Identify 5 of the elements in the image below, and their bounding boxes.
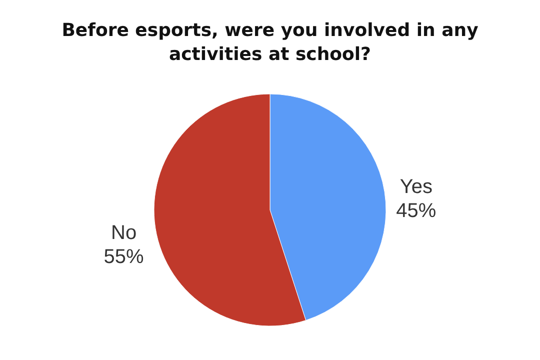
slice-label: Yes	[400, 176, 432, 198]
data-label: 55%	[104, 246, 144, 268]
slice-label: No	[111, 222, 137, 244]
data-label: 45%	[396, 200, 436, 222]
chart-title: Before esports, were you involved in any activities at school?	[62, 20, 479, 65]
